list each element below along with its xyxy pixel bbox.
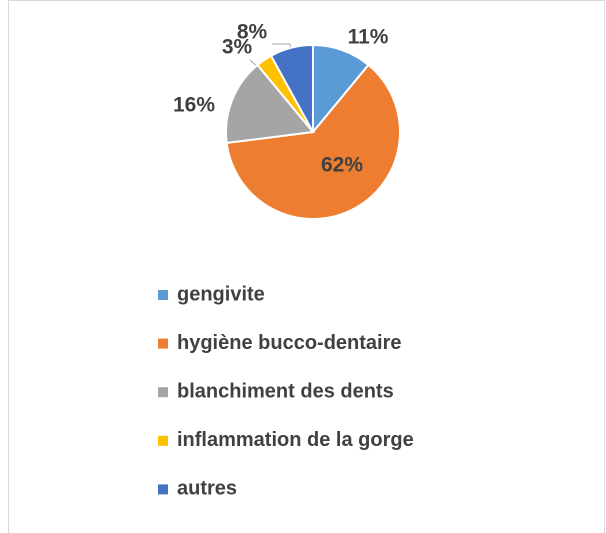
pie-slice (269, 43, 314, 133)
legend-swatch (158, 435, 168, 446)
pie-slice (225, 63, 315, 145)
legend-swatch (158, 338, 168, 349)
legend-label: blanchiment des dents (177, 380, 394, 402)
legend-swatch (158, 387, 168, 398)
data-label: 16% (173, 94, 215, 117)
chart-frame (8, 0, 605, 533)
legend-label: autres (177, 478, 237, 500)
data-label: 3% (222, 36, 253, 59)
data-label: 62% (321, 154, 363, 177)
legend-swatch (158, 290, 168, 300)
legend-label: hygiène bucco-dentaire (177, 332, 402, 354)
legend-swatch (158, 484, 168, 495)
legend-label: gengivite (177, 283, 265, 305)
legend-label: inflammation de la gorge (177, 429, 414, 451)
data-label: 11% (348, 26, 389, 49)
pie-slice (225, 63, 401, 220)
data-label: 8% (237, 21, 268, 44)
